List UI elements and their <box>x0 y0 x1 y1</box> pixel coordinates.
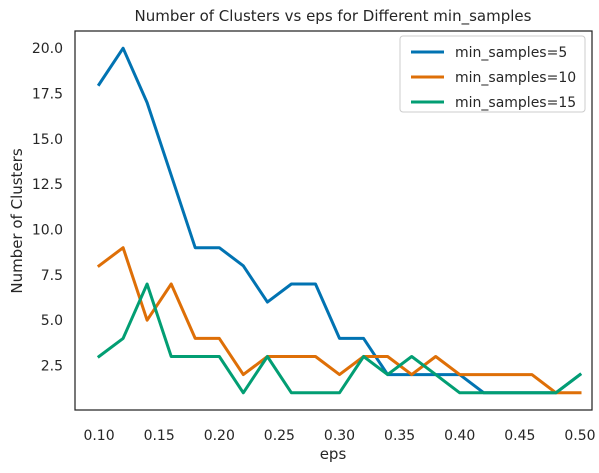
y-tick-label: 10.0 <box>32 223 63 239</box>
y-tick-label: 15.0 <box>32 132 63 148</box>
y-tick-labels: 2.5 5.0 7.5 10.0 12.5 15.0 17.5 20.0 <box>32 41 63 374</box>
x-tick-label: 0.50 <box>564 428 595 444</box>
x-tick-label: 0.40 <box>444 428 475 444</box>
chart-title: Number of Clusters vs eps for Different … <box>135 7 532 26</box>
x-tick-labels: 0.10 0.15 0.20 0.25 0.30 0.35 0.40 0.45 0.50 <box>83 428 595 444</box>
legend-label: min_samples=5 <box>455 45 567 61</box>
y-tick-label: 17.5 <box>32 87 63 103</box>
y-axis-label: Number of Clusters <box>8 148 26 293</box>
y-tick-label: 7.5 <box>41 268 63 284</box>
y-tick-label: 12.5 <box>32 177 63 193</box>
x-axis-label: eps <box>320 445 347 463</box>
x-tick-label: 0.15 <box>144 428 175 444</box>
legend-label: min_samples=15 <box>455 95 576 111</box>
series-line-2 <box>96 246 582 395</box>
x-tick-label: 0.30 <box>324 428 355 444</box>
x-tick-label: 0.45 <box>504 428 535 444</box>
y-tick-label: 20.0 <box>32 41 63 57</box>
x-tick-label: 0.20 <box>204 428 235 444</box>
series-line-3 <box>96 282 583 395</box>
x-tick-label: 0.35 <box>384 428 415 444</box>
y-tick-label: 5.0 <box>41 313 63 329</box>
x-tick-label: 0.10 <box>83 428 114 444</box>
y-tick-label: 2.5 <box>41 359 63 375</box>
legend: min_samples=5 min_samples=10 min_samples=1… <box>399 35 586 113</box>
legend-label: min_samples=10 <box>455 70 576 86</box>
series-lines <box>96 46 583 395</box>
legend-box <box>399 35 586 113</box>
x-tick-label: 0.25 <box>264 428 295 444</box>
